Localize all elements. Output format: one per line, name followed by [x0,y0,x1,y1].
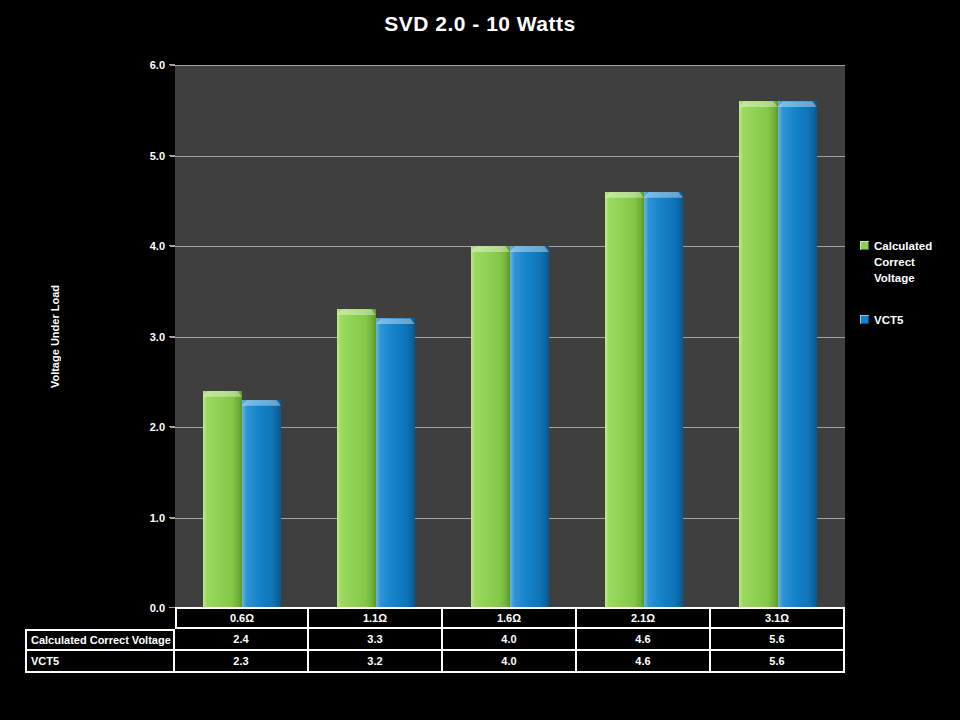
bar-series0-cat3 [605,192,644,608]
legend-swatch-icon [860,315,869,324]
legend-item: Calculated Correct Voltage [860,238,952,286]
table-value-cell: 2.4 [175,629,309,651]
slide: SVD 2.0 - 10 Watts Voltage Under Load 0.… [0,0,960,720]
table-value-cell: 5.6 [711,651,845,673]
y-tick-label: 3.0 [150,331,165,342]
table-value-cell: 4.0 [443,651,577,673]
y-tick-label: 6.0 [150,60,165,71]
legend-label: VCT5 [874,312,903,328]
bar-series1-cat0 [242,400,281,608]
y-tick-label: 4.0 [150,241,165,252]
bar-series1-cat3 [644,192,683,608]
table-column-header: 1.1Ω [309,607,443,629]
bar-series1-cat1 [376,318,415,608]
bar-series0-cat0 [203,391,242,608]
table-column-header: 0.6Ω [175,607,309,629]
table-row-label: Calculated Correct Voltage [25,629,175,651]
table-value-cell: 4.6 [577,629,711,651]
table-column-header: 1.6Ω [443,607,577,629]
y-axis: 0.01.02.03.04.05.06.0 [0,65,175,608]
data-table: 0.6Ω1.1Ω1.6Ω2.1Ω3.1Ω Calculated Correct V… [25,607,845,673]
bar-series0-cat2 [471,246,510,608]
table-value-cell: 3.3 [309,629,443,651]
table-value-cell: 4.0 [443,629,577,651]
plot-area [175,65,845,608]
table-value-cell: 5.6 [711,629,845,651]
legend: Calculated Correct Voltage VCT5 [860,238,952,354]
bar-series0-cat4 [739,101,778,608]
bar-series0-cat1 [337,309,376,608]
table-value-cell: 3.2 [309,651,443,673]
table-corner [25,607,175,629]
table-column-header: 2.1Ω [577,607,711,629]
chart-title: SVD 2.0 - 10 Watts [0,12,960,36]
table-column-header: 3.1Ω [711,607,845,629]
y-tick-label: 2.0 [150,422,165,433]
bar-series1-cat4 [778,101,817,608]
legend-swatch-icon [860,241,869,250]
bar-series1-cat2 [510,246,549,608]
table-row-label: VCT5 [25,651,175,673]
y-tick-label: 1.0 [150,512,165,523]
table-value-cell: 2.3 [175,651,309,673]
gridline [170,65,845,66]
y-tick-label: 5.0 [150,150,165,161]
legend-label: Calculated Correct Voltage [874,238,952,286]
legend-item: VCT5 [860,312,952,328]
table-value-cell: 4.6 [577,651,711,673]
